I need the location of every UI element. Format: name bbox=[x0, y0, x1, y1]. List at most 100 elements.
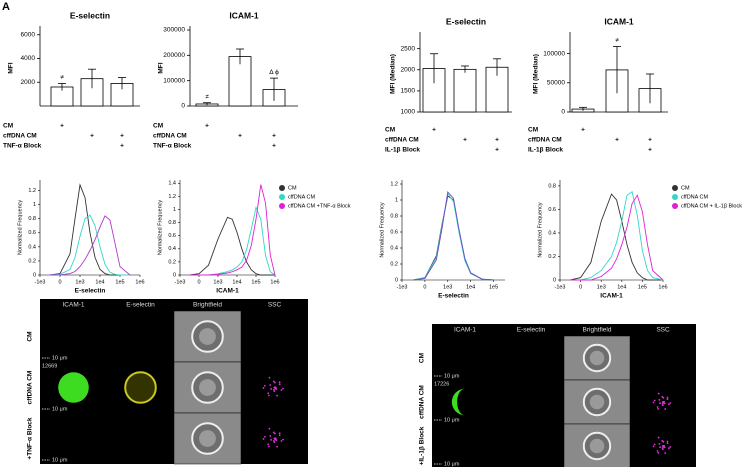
x-tick-label: 0 bbox=[579, 284, 582, 290]
legend-label: CM bbox=[681, 185, 690, 191]
cell bbox=[124, 371, 157, 404]
x-tick-label: 1e5 bbox=[115, 279, 124, 285]
column-header: SSC bbox=[268, 302, 282, 309]
y-axis-label: MFI bbox=[8, 62, 15, 73]
y-tick-label: 100000 bbox=[543, 50, 565, 57]
scatter-dot bbox=[268, 427, 271, 430]
condition-mark: + bbox=[205, 123, 209, 130]
row-label: CM bbox=[27, 331, 34, 341]
y-tick-label: 0 bbox=[33, 272, 36, 278]
column-header: Brightfield bbox=[193, 302, 222, 309]
y-tick-label: 0.8 bbox=[28, 216, 36, 222]
y-tick-label: 0.2 bbox=[28, 258, 36, 264]
histogram-line bbox=[49, 214, 130, 276]
scatter-dot bbox=[658, 398, 661, 401]
scatter-dot bbox=[274, 381, 276, 384]
chart-title: ICAM-1 bbox=[229, 10, 259, 20]
x-tick-label: 1e6 bbox=[658, 284, 667, 290]
scatter-dot bbox=[656, 406, 659, 408]
condition-mark: + bbox=[581, 127, 585, 134]
cell-core bbox=[199, 328, 216, 345]
histogram-line bbox=[570, 194, 664, 281]
row-label: CM bbox=[419, 353, 426, 363]
scatter-dot bbox=[273, 386, 276, 389]
scatter-dot bbox=[661, 448, 664, 451]
cell-core bbox=[589, 438, 605, 454]
x-tick-label: 1e3 bbox=[213, 279, 222, 285]
histogram-line bbox=[413, 195, 494, 281]
y-axis-label: Normalized Frequency bbox=[157, 200, 163, 256]
scatter-dot bbox=[270, 438, 273, 441]
scatter-dot bbox=[262, 438, 265, 440]
annotation: ≠ bbox=[60, 74, 64, 81]
legend-label: CM bbox=[288, 185, 297, 191]
y-tick-label: 0.4 bbox=[390, 245, 398, 251]
scale-label: 10 μm bbox=[444, 417, 460, 423]
condition-label: CM bbox=[153, 123, 163, 130]
y-tick-label: 1 bbox=[173, 207, 176, 213]
condition-label: CM bbox=[3, 123, 13, 130]
cell-core bbox=[199, 379, 216, 396]
x-tick-label: -1e3 bbox=[34, 279, 45, 285]
scatter-dot bbox=[666, 442, 669, 445]
scale-label: 10 μm bbox=[52, 406, 68, 412]
x-tick-label: 1e5 bbox=[638, 284, 647, 290]
scatter-dot bbox=[664, 408, 667, 410]
scatter-dot bbox=[270, 387, 273, 390]
x-tick-label: 1e5 bbox=[489, 284, 498, 290]
y-tick-label: 1.2 bbox=[168, 194, 176, 200]
annotation: Δ ϕ bbox=[269, 69, 279, 76]
x-tick-label: 1e4 bbox=[95, 279, 104, 285]
scatter-dot bbox=[663, 446, 666, 449]
legend-label: cffDNA CM bbox=[681, 194, 709, 200]
scatter-dot bbox=[659, 446, 661, 449]
legend-swatch bbox=[672, 194, 678, 200]
condition-label: cffDNA CM bbox=[528, 137, 562, 144]
scatter-dot bbox=[658, 442, 661, 445]
x-axis-label: ICAM-1 bbox=[216, 288, 239, 295]
scatter-dot bbox=[662, 445, 664, 447]
row-label: +TNF-α Block bbox=[27, 417, 34, 459]
scatter-dot bbox=[657, 452, 660, 454]
y-tick-label: 0.6 bbox=[390, 229, 398, 235]
column-header: Brightfield bbox=[583, 327, 612, 334]
y-tick-label: 1.4 bbox=[168, 181, 176, 187]
condition-label: IL-1β Block bbox=[385, 147, 420, 154]
scatter-dot bbox=[272, 380, 275, 383]
histogram-line bbox=[413, 192, 494, 281]
x-tick-label: 1e3 bbox=[75, 279, 84, 285]
condition-label: cffDNA CM bbox=[3, 133, 37, 140]
scatter-dot bbox=[666, 440, 669, 443]
annotation: ≠ bbox=[615, 37, 619, 44]
y-tick-label: 1 bbox=[395, 197, 398, 203]
y-tick-label: 0 bbox=[553, 277, 556, 283]
scatter-dot bbox=[278, 383, 281, 386]
cell-core bbox=[589, 394, 605, 410]
histogram-line bbox=[189, 205, 276, 276]
histogram-line bbox=[49, 183, 130, 276]
legend-swatch bbox=[672, 185, 678, 191]
y-tick-label: 0.6 bbox=[168, 233, 176, 239]
bar bbox=[453, 68, 477, 113]
histogram-line bbox=[50, 215, 131, 276]
scatter-dot bbox=[272, 431, 275, 434]
row-label: cffDNA CM bbox=[419, 385, 426, 419]
scatter-dot bbox=[267, 443, 270, 446]
x-tick-label: -1e3 bbox=[554, 284, 565, 290]
x-tick-label: 1e4 bbox=[232, 279, 241, 285]
y-tick-label: 0.2 bbox=[548, 254, 556, 260]
row-label: cffDNA CM bbox=[27, 371, 34, 405]
scatter-dot bbox=[669, 446, 672, 448]
condition-mark: + bbox=[238, 133, 242, 140]
scatter-dot bbox=[282, 387, 284, 390]
condition-mark: + bbox=[120, 133, 124, 140]
legend-label: cffDNA CM + IL-1β Block bbox=[681, 203, 742, 209]
y-tick-label: 1.2 bbox=[390, 181, 398, 187]
histogram-line bbox=[570, 191, 664, 281]
y-tick-label: 0 bbox=[181, 103, 185, 110]
y-tick-label: 1 bbox=[33, 202, 36, 208]
y-tick-label: 0.4 bbox=[168, 246, 176, 252]
scatter-dot bbox=[263, 435, 266, 438]
scatter-dot bbox=[657, 408, 660, 410]
